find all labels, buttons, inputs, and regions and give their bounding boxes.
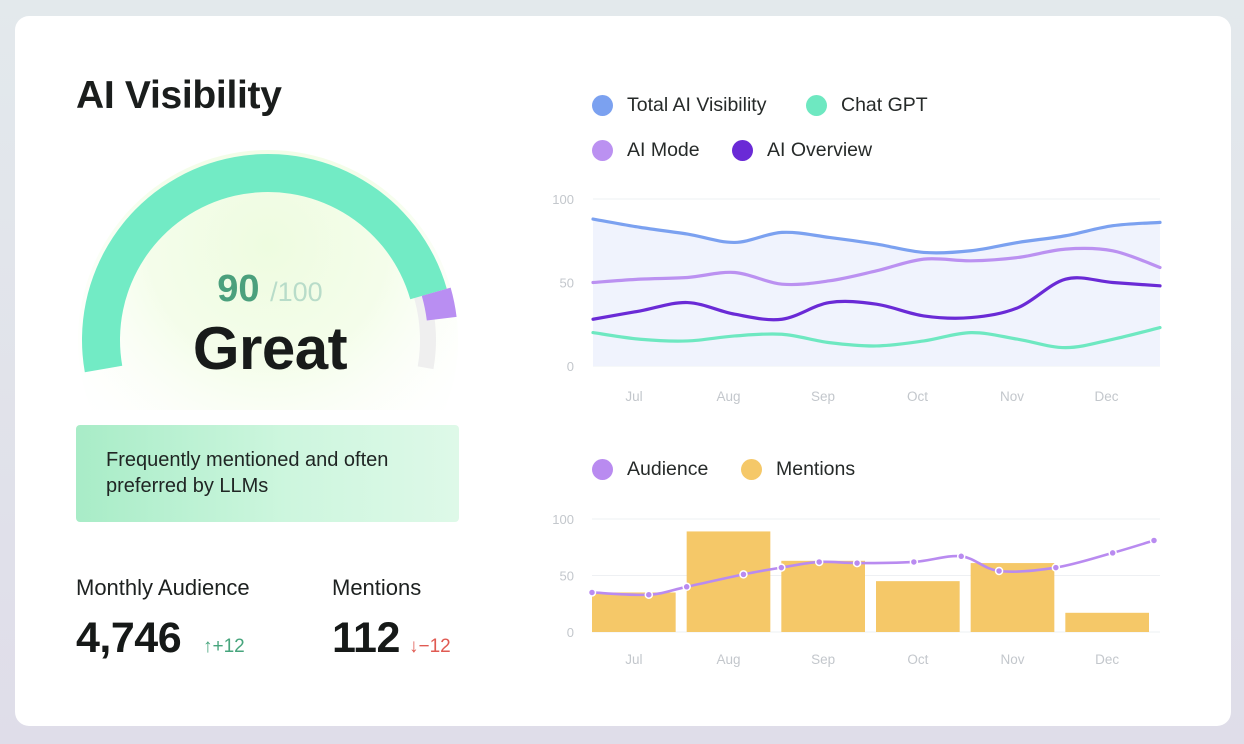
monthly-audience-value: 4,746 bbox=[76, 614, 182, 662]
legend-audience[interactable]: Audience bbox=[592, 458, 708, 481]
bar-mentions bbox=[1065, 612, 1149, 632]
legend-label: Mentions bbox=[776, 458, 856, 480]
series-line-chatgpt bbox=[591, 325, 1162, 350]
mentions-delta-value: −12 bbox=[418, 636, 451, 657]
legend-label: Total AI Visibility bbox=[627, 94, 767, 116]
y-tick-label: 0 bbox=[567, 359, 574, 374]
x-tick-label: Aug bbox=[716, 652, 740, 667]
audience-point bbox=[777, 563, 786, 572]
monthly-audience-delta: ↑+12 bbox=[203, 636, 245, 658]
score-out-of: /100 bbox=[270, 277, 323, 307]
legend-ai-mode[interactable]: AI Mode bbox=[592, 139, 700, 162]
bar-mentions bbox=[781, 560, 865, 632]
bar-mentions bbox=[686, 531, 771, 632]
x-tick-label: Nov bbox=[1000, 652, 1024, 667]
x-tick-label: Jul bbox=[625, 389, 642, 404]
bar-mentions bbox=[970, 563, 1055, 632]
audience-point bbox=[1149, 536, 1159, 545]
audience-point bbox=[587, 588, 597, 597]
circle-icon bbox=[592, 95, 613, 116]
circle-icon bbox=[732, 140, 753, 161]
mentions-value: 112 bbox=[332, 614, 400, 662]
audience-mentions-chart: 100 50 0 Jul Aug Sep Oct Nov Dec bbox=[552, 512, 1160, 667]
legend-ai-overview[interactable]: AI Overview bbox=[732, 139, 872, 162]
legend-label: AI Mode bbox=[627, 139, 700, 161]
x-tick-label: Oct bbox=[907, 389, 928, 404]
gauge-graphic bbox=[78, 150, 458, 410]
x-tick-label: Jul bbox=[625, 652, 642, 667]
audience-point bbox=[644, 590, 654, 599]
legend-chat-gpt[interactable]: Chat GPT bbox=[806, 94, 928, 117]
audience-point bbox=[994, 566, 1004, 576]
audience-delta-value: +12 bbox=[212, 636, 245, 657]
arrow-up-icon: ↑ bbox=[203, 636, 213, 657]
series-line-overview bbox=[591, 276, 1162, 322]
y-tick-label: 0 bbox=[567, 625, 574, 640]
x-tick-label: Dec bbox=[1094, 389, 1118, 404]
visibility-description: Frequently mentioned and often preferred… bbox=[76, 425, 459, 522]
y-tick-label: 50 bbox=[560, 569, 574, 584]
page-title: AI Visibility bbox=[76, 74, 282, 117]
audience-point bbox=[739, 570, 748, 579]
series-line-total bbox=[591, 217, 1162, 255]
audience-point bbox=[1108, 548, 1117, 558]
audience-point bbox=[852, 558, 862, 568]
x-tick-label: Oct bbox=[907, 652, 928, 667]
visibility-line-chart: 100 50 0 Jul Aug Sep Oct Nov Dec bbox=[552, 192, 1162, 404]
y-tick-label: 50 bbox=[560, 276, 574, 291]
total-visibility-area bbox=[593, 219, 1160, 366]
audience-point bbox=[682, 582, 691, 592]
series-line-aimode bbox=[591, 246, 1162, 287]
arrow-down-icon: ↓ bbox=[409, 636, 419, 657]
mentions-delta: ↓−12 bbox=[409, 636, 451, 658]
x-tick-label: Nov bbox=[1000, 389, 1024, 404]
y-tick-label: 100 bbox=[552, 512, 574, 527]
score-value: 90 bbox=[217, 268, 260, 310]
audience-point bbox=[1051, 563, 1061, 572]
gauge-score: 90 /100 bbox=[70, 268, 470, 311]
mentions-label: Mentions bbox=[332, 575, 422, 600]
audience-point bbox=[814, 557, 824, 567]
gauge-accent-segment bbox=[421, 287, 457, 321]
audience-point bbox=[909, 557, 919, 567]
bar-mentions bbox=[876, 581, 960, 632]
x-tick-label: Dec bbox=[1095, 652, 1119, 667]
y-tick-label: 100 bbox=[552, 192, 574, 207]
monthly-audience-label: Monthly Audience bbox=[76, 575, 250, 600]
legend-label: Audience bbox=[627, 458, 709, 480]
circle-icon bbox=[592, 140, 613, 161]
x-tick-label: Sep bbox=[811, 652, 835, 667]
bar-mentions bbox=[592, 592, 676, 632]
x-tick-label: Sep bbox=[811, 389, 835, 404]
audience-point bbox=[956, 552, 966, 561]
circle-icon bbox=[741, 459, 762, 480]
gauge-rating: Great bbox=[192, 315, 348, 382]
x-tick-label: Aug bbox=[716, 389, 740, 404]
legend-label: Chat GPT bbox=[841, 94, 928, 116]
legend-label: AI Overview bbox=[767, 139, 873, 161]
legend-total-ai-visibility[interactable]: Total AI Visibility bbox=[592, 94, 766, 117]
visibility-gauge: 90 /100 Great bbox=[70, 150, 470, 410]
series-line-audience bbox=[590, 539, 1156, 597]
circle-icon bbox=[592, 459, 613, 480]
legend-mentions[interactable]: Mentions bbox=[741, 458, 855, 481]
gauge-fill bbox=[82, 154, 447, 373]
circle-icon bbox=[806, 95, 827, 116]
